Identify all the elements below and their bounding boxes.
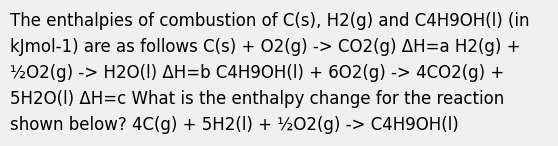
Text: kJmol-1) are as follows C(s) + O2(g) -> CO2(g) ΔH=a H2(g) +: kJmol-1) are as follows C(s) + O2(g) -> … — [10, 38, 521, 56]
Text: 5H2O(l) ΔH=c What is the enthalpy change for the reaction: 5H2O(l) ΔH=c What is the enthalpy change… — [10, 90, 504, 108]
Text: shown below? 4C(g) + 5H2(l) + ½O2(g) -> C4H9OH(l): shown below? 4C(g) + 5H2(l) + ½O2(g) -> … — [10, 116, 459, 134]
Text: ½O2(g) -> H2O(l) ΔH=b C4H9OH(l) + 6O2(g) -> 4CO2(g) +: ½O2(g) -> H2O(l) ΔH=b C4H9OH(l) + 6O2(g)… — [10, 64, 504, 82]
Text: The enthalpies of combustion of C(s), H2(g) and C4H9OH(l) (in: The enthalpies of combustion of C(s), H2… — [10, 12, 530, 30]
